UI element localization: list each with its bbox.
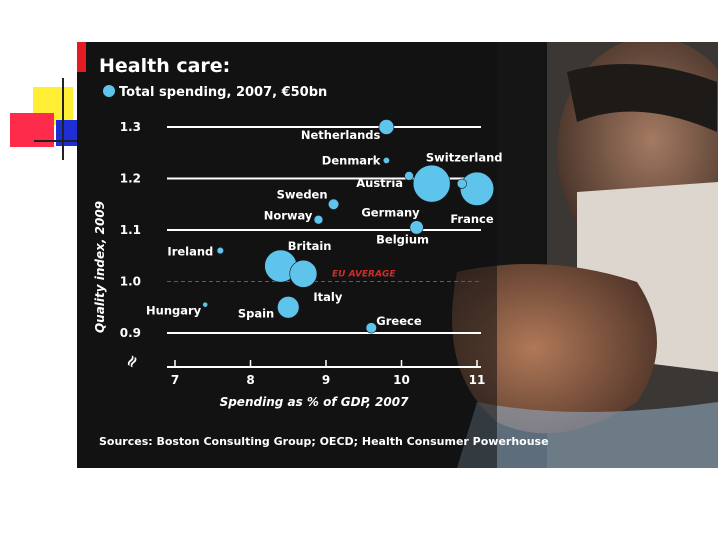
y-tick-label: 1.2 [120, 172, 141, 186]
decor-blue-square [56, 120, 78, 146]
title-accent-bar [77, 42, 86, 72]
bubble-norway [313, 214, 324, 225]
chart-figure: Health care: Total spending, 2007, €50bn… [77, 42, 718, 468]
point-label-norway: Norway [264, 209, 313, 223]
patient-arm [452, 264, 657, 434]
point-label-hungary: Hungary [146, 304, 202, 318]
decor-horizontal-line [34, 140, 78, 142]
bubble-italy [289, 259, 318, 288]
y-tick-label: 1.0 [120, 275, 141, 289]
point-label-germany: Germany [361, 206, 420, 220]
x-tick-label: 7 [171, 373, 179, 387]
bubble-denmark [382, 156, 390, 164]
point-label-greece: Greece [376, 314, 422, 328]
y-tick-label: 1.3 [120, 120, 141, 134]
point-label-spain: Spain [238, 306, 274, 320]
y-tick-label: 1.1 [120, 223, 141, 237]
chart-title: Health care: [99, 55, 230, 77]
bubble-netherlands [378, 119, 395, 135]
point-label-belgium: Belgium [376, 232, 429, 246]
bubble-sweden [327, 198, 340, 210]
y-tick-label: 0.9 [120, 326, 141, 340]
bubble-germany [412, 164, 451, 203]
bubble-belgium [409, 220, 424, 235]
point-label-switzerland: Switzerland [426, 151, 503, 165]
bubble-greece [365, 322, 377, 334]
x-tick-label: 8 [246, 373, 254, 387]
bubble-switzerland [456, 178, 467, 189]
bubble-ireland [216, 246, 224, 255]
point-label-austria: Austria [356, 176, 403, 190]
background-photo [77, 42, 718, 468]
legend-text: Total spending, 2007, €50bn [119, 85, 327, 100]
legend-bubble-icon [103, 85, 115, 97]
axis-break-icon: ≈ [120, 351, 143, 372]
point-label-britain: Britain [288, 239, 332, 253]
x-tick-label: 11 [469, 373, 486, 387]
point-label-france: France [450, 212, 494, 226]
source-note: Sources: Boston Consulting Group; OECD; … [99, 435, 549, 448]
x-axis-label: Spending as % of GDP, 2007 [220, 395, 409, 409]
x-tick-label: 10 [393, 373, 410, 387]
point-label-denmark: Denmark [322, 153, 381, 167]
chart-svg: Health care: Total spending, 2007, €50bn… [77, 42, 549, 448]
x-tick-label: 9 [322, 373, 330, 387]
decor-vertical-line [62, 78, 64, 160]
bubble-austria [404, 171, 414, 181]
point-label-italy: Italy [313, 290, 342, 304]
point-label-ireland: Ireland [167, 245, 213, 259]
point-label-netherlands: Netherlands [301, 128, 381, 142]
average-label: EU AVERAGE [332, 270, 396, 280]
y-axis-label: Quality index, 2009 [93, 201, 107, 333]
point-label-sweden: Sweden [277, 187, 328, 201]
bubble-france [459, 171, 495, 206]
bubble-hungary [202, 301, 209, 308]
bubble-spain [277, 296, 300, 319]
